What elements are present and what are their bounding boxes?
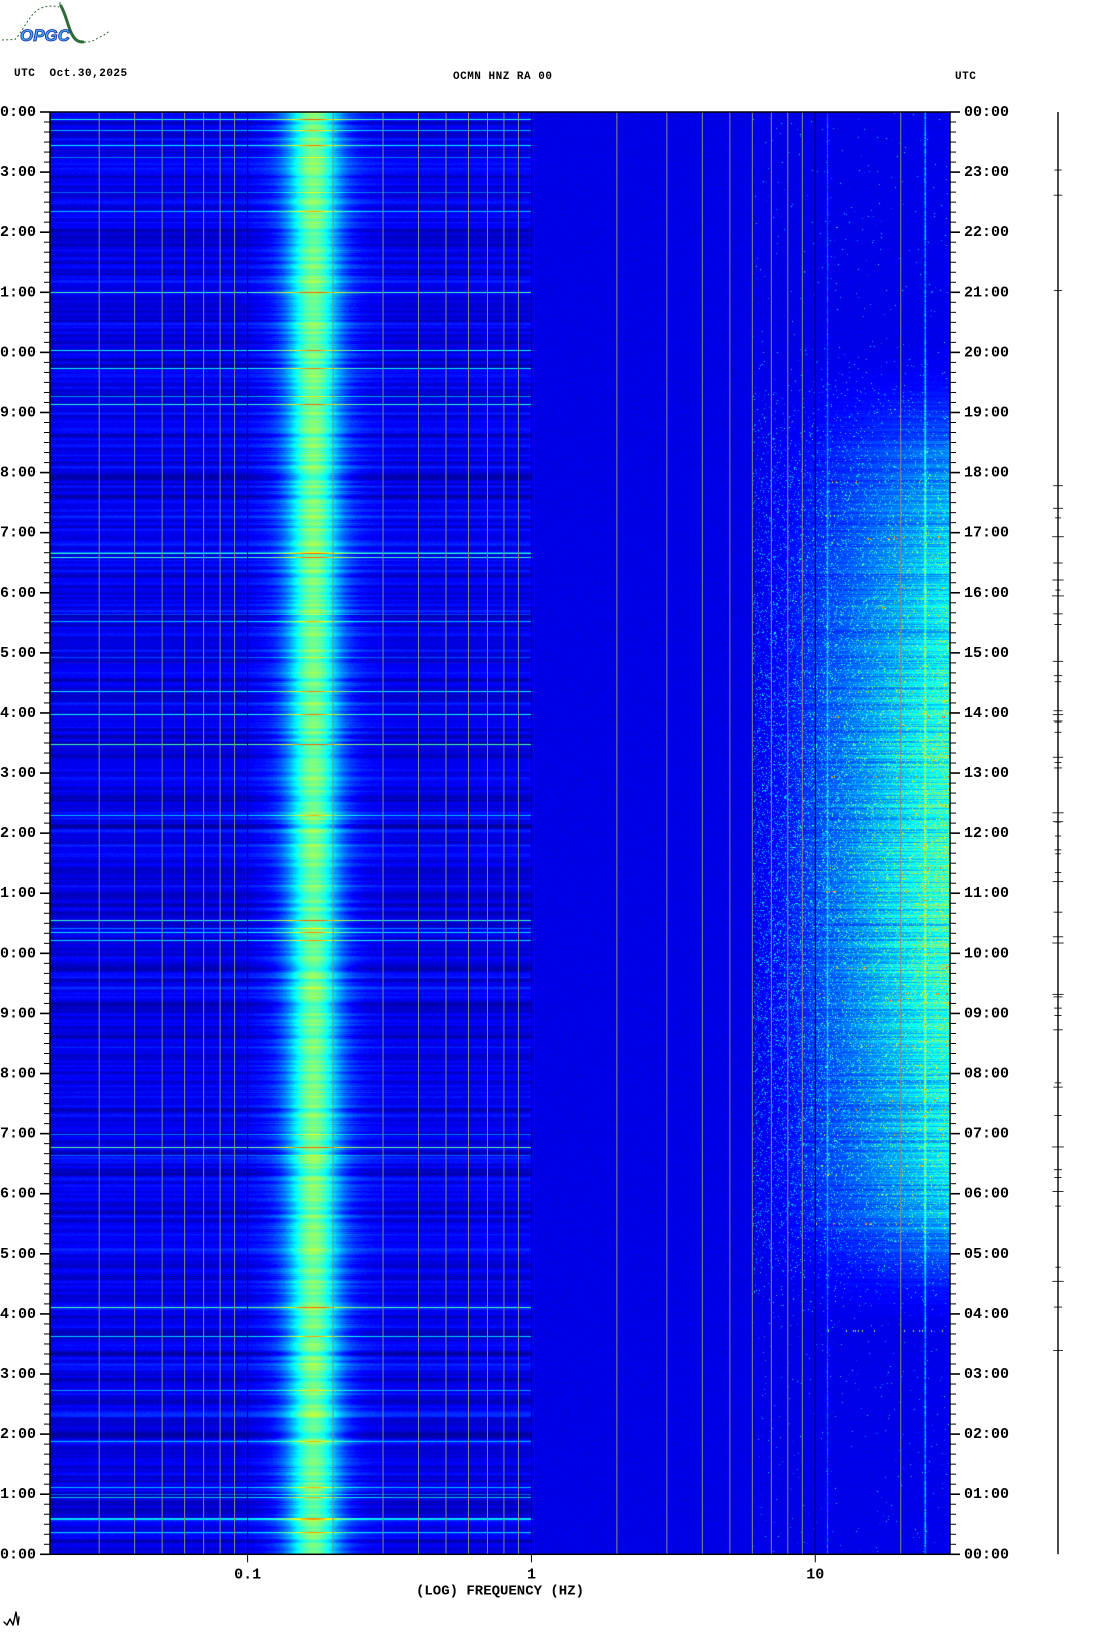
svg-text:04:00: 04:00: [0, 1306, 36, 1323]
svg-text:(LOG) FREQUENCY (HZ): (LOG) FREQUENCY (HZ): [416, 1583, 584, 1599]
svg-text:21:00: 21:00: [964, 284, 1009, 301]
svg-text:21:00: 21:00: [0, 284, 36, 301]
svg-text:14:00: 14:00: [0, 705, 36, 722]
svg-text:06:00: 06:00: [964, 1186, 1009, 1203]
svg-text:23:00: 23:00: [0, 164, 36, 181]
svg-text:09:00: 09:00: [0, 1005, 36, 1022]
svg-text:06:00: 06:00: [0, 1186, 36, 1203]
svg-text:1: 1: [527, 1566, 536, 1583]
svg-text:10:00: 10:00: [964, 945, 1009, 962]
svg-text:22:00: 22:00: [0, 224, 36, 241]
svg-text:07:00: 07:00: [0, 1126, 36, 1143]
svg-text:10: 10: [806, 1566, 824, 1583]
svg-text:01:00: 01:00: [964, 1486, 1009, 1503]
svg-text:00:00: 00:00: [0, 1546, 36, 1563]
svg-text:15:00: 15:00: [0, 645, 36, 662]
svg-text:11:00: 11:00: [0, 885, 36, 902]
svg-text:07:00: 07:00: [964, 1126, 1009, 1143]
svg-text:0.1: 0.1: [234, 1566, 261, 1583]
svg-text:20:00: 20:00: [964, 344, 1009, 361]
svg-text:09:00: 09:00: [964, 1005, 1009, 1022]
svg-text:16:00: 16:00: [964, 585, 1009, 602]
svg-text:03:00: 03:00: [964, 1366, 1009, 1383]
svg-text:18:00: 18:00: [964, 465, 1009, 482]
svg-text:19:00: 19:00: [0, 404, 36, 421]
svg-text:20:00: 20:00: [0, 344, 36, 361]
svg-text:16:00: 16:00: [0, 585, 36, 602]
svg-text:22:00: 22:00: [964, 224, 1009, 241]
svg-text:05:00: 05:00: [0, 1246, 36, 1263]
svg-text:08:00: 08:00: [964, 1066, 1009, 1083]
svg-text:04:00: 04:00: [964, 1306, 1009, 1323]
svg-text:02:00: 02:00: [0, 1426, 36, 1443]
svg-text:17:00: 17:00: [0, 525, 36, 542]
svg-text:01:00: 01:00: [0, 1486, 36, 1503]
svg-text:05:00: 05:00: [964, 1246, 1009, 1263]
svg-text:12:00: 12:00: [0, 825, 36, 842]
svg-text:14:00: 14:00: [964, 705, 1009, 722]
svg-text:08:00: 08:00: [0, 1066, 36, 1083]
svg-text:12:00: 12:00: [964, 825, 1009, 842]
svg-text:18:00: 18:00: [0, 465, 36, 482]
svg-text:10:00: 10:00: [0, 945, 36, 962]
svg-text:11:00: 11:00: [964, 885, 1009, 902]
svg-text:13:00: 13:00: [0, 765, 36, 782]
svg-text:23:00: 23:00: [964, 164, 1009, 181]
svg-text:02:00: 02:00: [964, 1426, 1009, 1443]
svg-text:13:00: 13:00: [964, 765, 1009, 782]
svg-text:15:00: 15:00: [964, 645, 1009, 662]
svg-text:19:00: 19:00: [964, 404, 1009, 421]
svg-text:00:00: 00:00: [964, 1546, 1009, 1563]
svg-text:OPGC: OPGC: [20, 26, 71, 45]
svg-text:00:00: 00:00: [0, 104, 36, 121]
svg-text:03:00: 03:00: [0, 1366, 36, 1383]
svg-text:00:00: 00:00: [964, 104, 1009, 121]
svg-text:17:00: 17:00: [964, 525, 1009, 542]
